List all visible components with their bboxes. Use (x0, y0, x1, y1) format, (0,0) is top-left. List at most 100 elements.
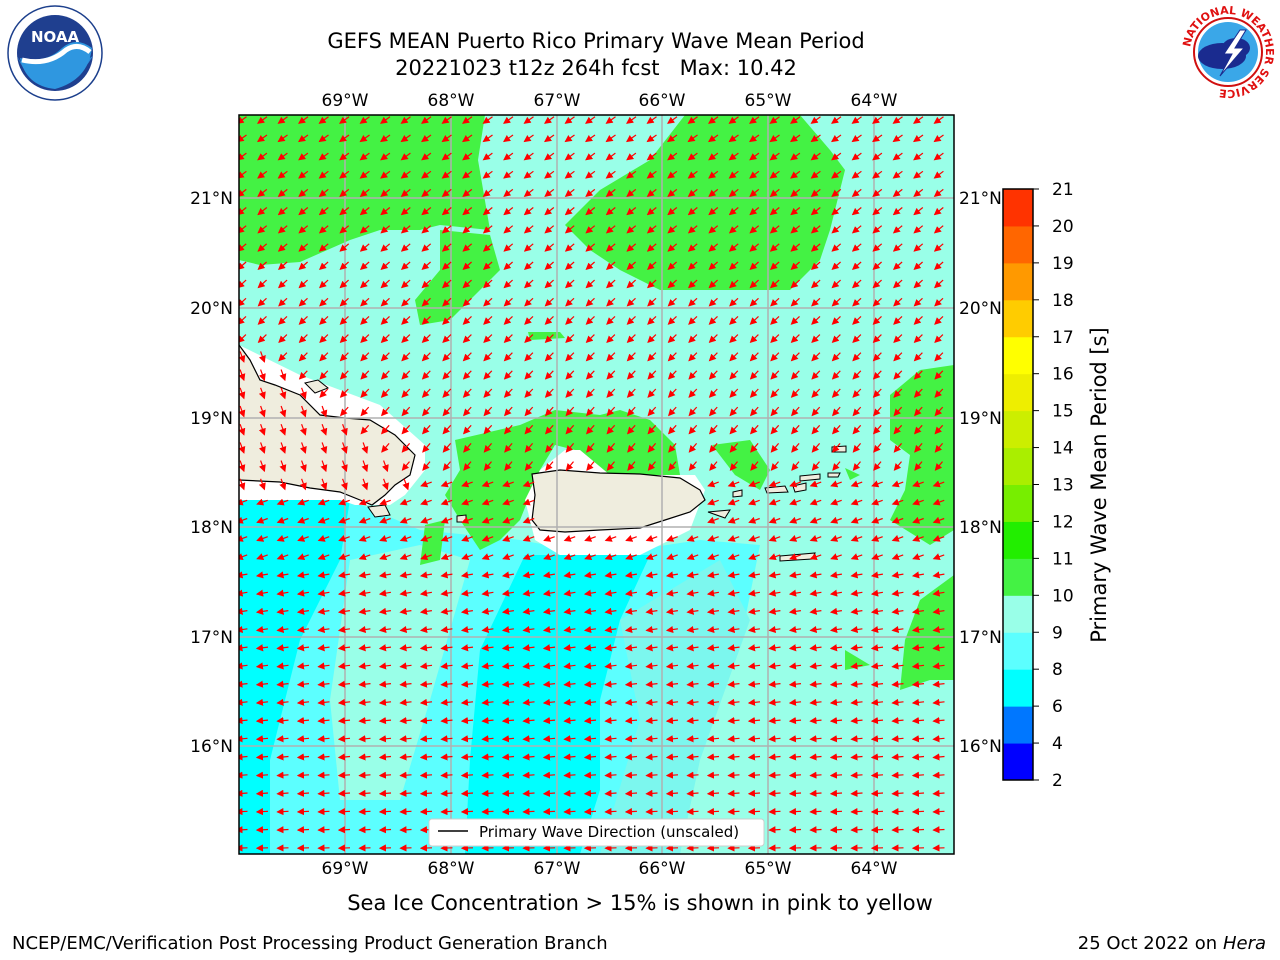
wave-arrow (872, 261, 882, 270)
colorbar-segment (1003, 373, 1033, 412)
wave-arrow (769, 116, 780, 124)
wave-arrow (319, 297, 329, 307)
wave-arrow (708, 225, 719, 234)
wave-arrow (666, 535, 678, 542)
wave-arrow (543, 553, 555, 561)
wave-arrow (298, 297, 308, 307)
wave-arrow (317, 826, 330, 834)
colorbar-tick-label: 17 (1052, 328, 1074, 348)
wave-arrow (709, 443, 718, 453)
wave-arrow (317, 789, 330, 797)
wave-arrow (831, 370, 841, 380)
wave-arrow (502, 480, 514, 488)
wave-arrow (850, 807, 863, 816)
wave-arrow (522, 498, 535, 506)
wave-arrow (440, 480, 453, 488)
wave-arrow (831, 334, 841, 344)
lon-label-bottom: 64°W (851, 859, 898, 879)
wave-arrow (421, 134, 432, 143)
wave-arrow (893, 279, 903, 289)
wave-arrow (667, 152, 678, 161)
colorbar-segment (1003, 484, 1033, 522)
wave-arrow (380, 170, 391, 179)
wave-arrow (729, 352, 739, 362)
wave-arrow (239, 423, 246, 436)
wave-arrow (440, 571, 453, 579)
wave-arrow (442, 352, 452, 362)
colorbar-tick-label: 13 (1052, 476, 1074, 496)
wave-arrow (626, 334, 636, 344)
wave-arrow (687, 207, 698, 216)
wave-arrow (298, 207, 309, 216)
chart-title: GEFS MEAN Puerto Rico Primary Wave Mean … (327, 29, 865, 53)
wave-arrow (401, 315, 411, 325)
wave-arrow (892, 188, 903, 197)
wave-arrow (419, 771, 433, 779)
wave-arrow (503, 134, 514, 143)
wave-arrow (626, 279, 637, 289)
wave-arrow (522, 807, 535, 816)
wave-arrow (688, 424, 698, 435)
wave-arrow (934, 315, 944, 325)
wave-arrow (462, 134, 473, 143)
wave-arrow (830, 480, 842, 488)
wave-arrow (790, 243, 801, 252)
wave-arrow (564, 170, 575, 179)
wave-arrow (401, 334, 411, 344)
wave-arrow (934, 406, 944, 417)
wave-arrow (481, 789, 494, 797)
wave-arrow (770, 461, 779, 471)
wave-arrow (604, 571, 617, 579)
wave-arrow (707, 516, 719, 524)
wave-arrow (770, 388, 780, 398)
wave-arrow (747, 771, 761, 779)
wave-arrow (893, 406, 903, 417)
wave-arrow (299, 460, 307, 473)
wave-arrow (624, 807, 638, 816)
wave-arrow (831, 188, 842, 197)
wave-arrow (583, 807, 597, 816)
wave-arrow (317, 771, 330, 779)
wave-arrow (483, 370, 493, 380)
colorbar-tick-label: 6 (1052, 697, 1063, 717)
wave-arrow (708, 134, 719, 143)
wave-arrow (829, 789, 843, 797)
wave-arrow (256, 553, 268, 561)
wave-arrow (770, 424, 780, 435)
wave-arrow (748, 480, 760, 488)
wave-arrow (647, 315, 657, 325)
wave-arrow (257, 116, 268, 124)
wave-arrow (933, 188, 944, 197)
wave-arrow (399, 571, 412, 579)
wave-arrow (276, 516, 289, 524)
colorbar-segment (1003, 299, 1033, 338)
wave-arrow (339, 406, 349, 417)
wave-arrow (462, 243, 473, 252)
wave-arrow (851, 188, 862, 197)
wave-arrow (401, 443, 411, 453)
wave-arrow (317, 553, 330, 561)
wave-arrow (503, 334, 513, 344)
wave-arrow (257, 334, 267, 344)
wave-arrow (646, 243, 657, 252)
wave-arrow (360, 424, 370, 435)
wave-arrow (892, 116, 903, 124)
wave-arrow (749, 152, 760, 161)
colorbar-tick-label: 21 (1052, 180, 1074, 200)
wave-arrow (339, 334, 349, 344)
wave-arrow (850, 535, 863, 542)
wave-arrow (399, 498, 412, 506)
wave-arrow (419, 571, 432, 579)
wave-arrow (667, 352, 677, 362)
wave-arrow (831, 261, 841, 270)
wave-arrow (788, 789, 802, 797)
wave-arrow (913, 170, 924, 179)
colorbar-segment (1003, 225, 1033, 264)
lat-label-right: 21°N (959, 189, 1002, 209)
wave-arrow (708, 261, 718, 270)
wave-arrow (399, 553, 412, 561)
wave-arrow (810, 152, 821, 161)
wave-arrow (278, 297, 288, 307)
wave-arrow (605, 261, 616, 270)
wave-arrow (460, 789, 474, 797)
